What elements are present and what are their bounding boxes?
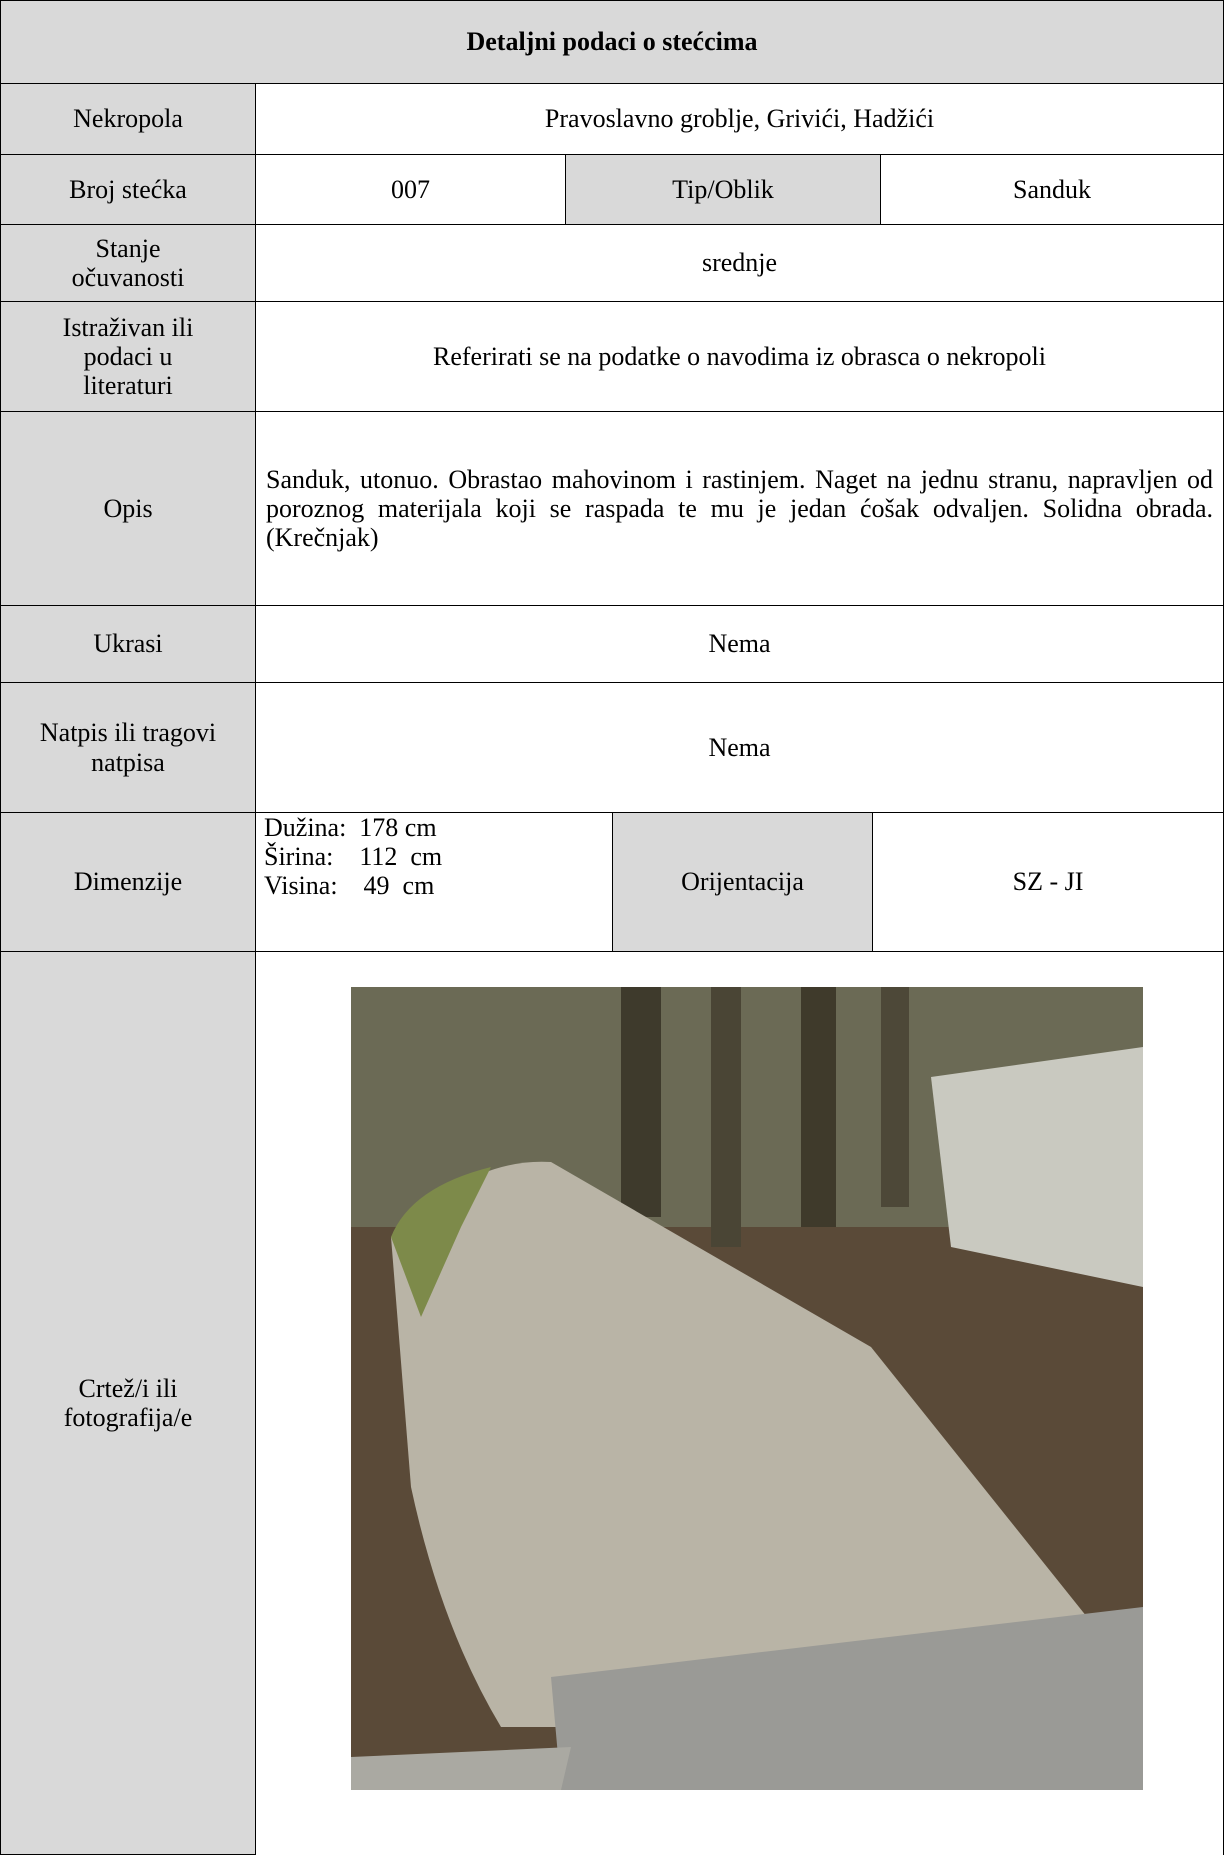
label: Broj stećka [0,154,256,225]
label: Dimenzije [0,812,256,952]
photo [351,987,1143,1790]
label: Opis [0,411,256,606]
title: Detaljni podaci o stećcima [0,0,1224,84]
label: Crtež/i ili fotografija/e [0,951,256,1855]
value: Nema [255,682,1224,813]
dimension-line: Dužina: 178 cm [264,813,437,842]
value: Sanduk [880,154,1224,225]
label: Nekropola [0,83,256,155]
photo-cell [255,951,1224,1855]
label: Tip/Oblik [565,154,881,225]
label: Istraživan ili podaci u literaturi [0,301,256,412]
value: Nema [255,605,1224,683]
dimensions: Dužina: 178 cm Širina: 112 cm Visina: 49… [255,812,613,952]
value: srednje [255,224,1224,302]
value: Referirati se na podatke o navodima iz o… [255,301,1224,412]
label: Stanje očuvanosti [0,224,256,302]
label: Orijentacija [612,812,873,952]
label: Natpis ili tragovi natpisa [0,682,256,813]
value: 007 [255,154,566,225]
value: SZ - JI [872,812,1224,952]
value: Pravoslavno groblje, Grivići, Hadžići [255,83,1224,155]
value: Sanduk, utonuo. Obrastao mahovinom i ras… [255,411,1224,606]
dimension-line: Visina: 49 cm [264,871,435,901]
dimension-line: Širina: 112 cm [264,842,443,872]
label: Ukrasi [0,605,256,683]
